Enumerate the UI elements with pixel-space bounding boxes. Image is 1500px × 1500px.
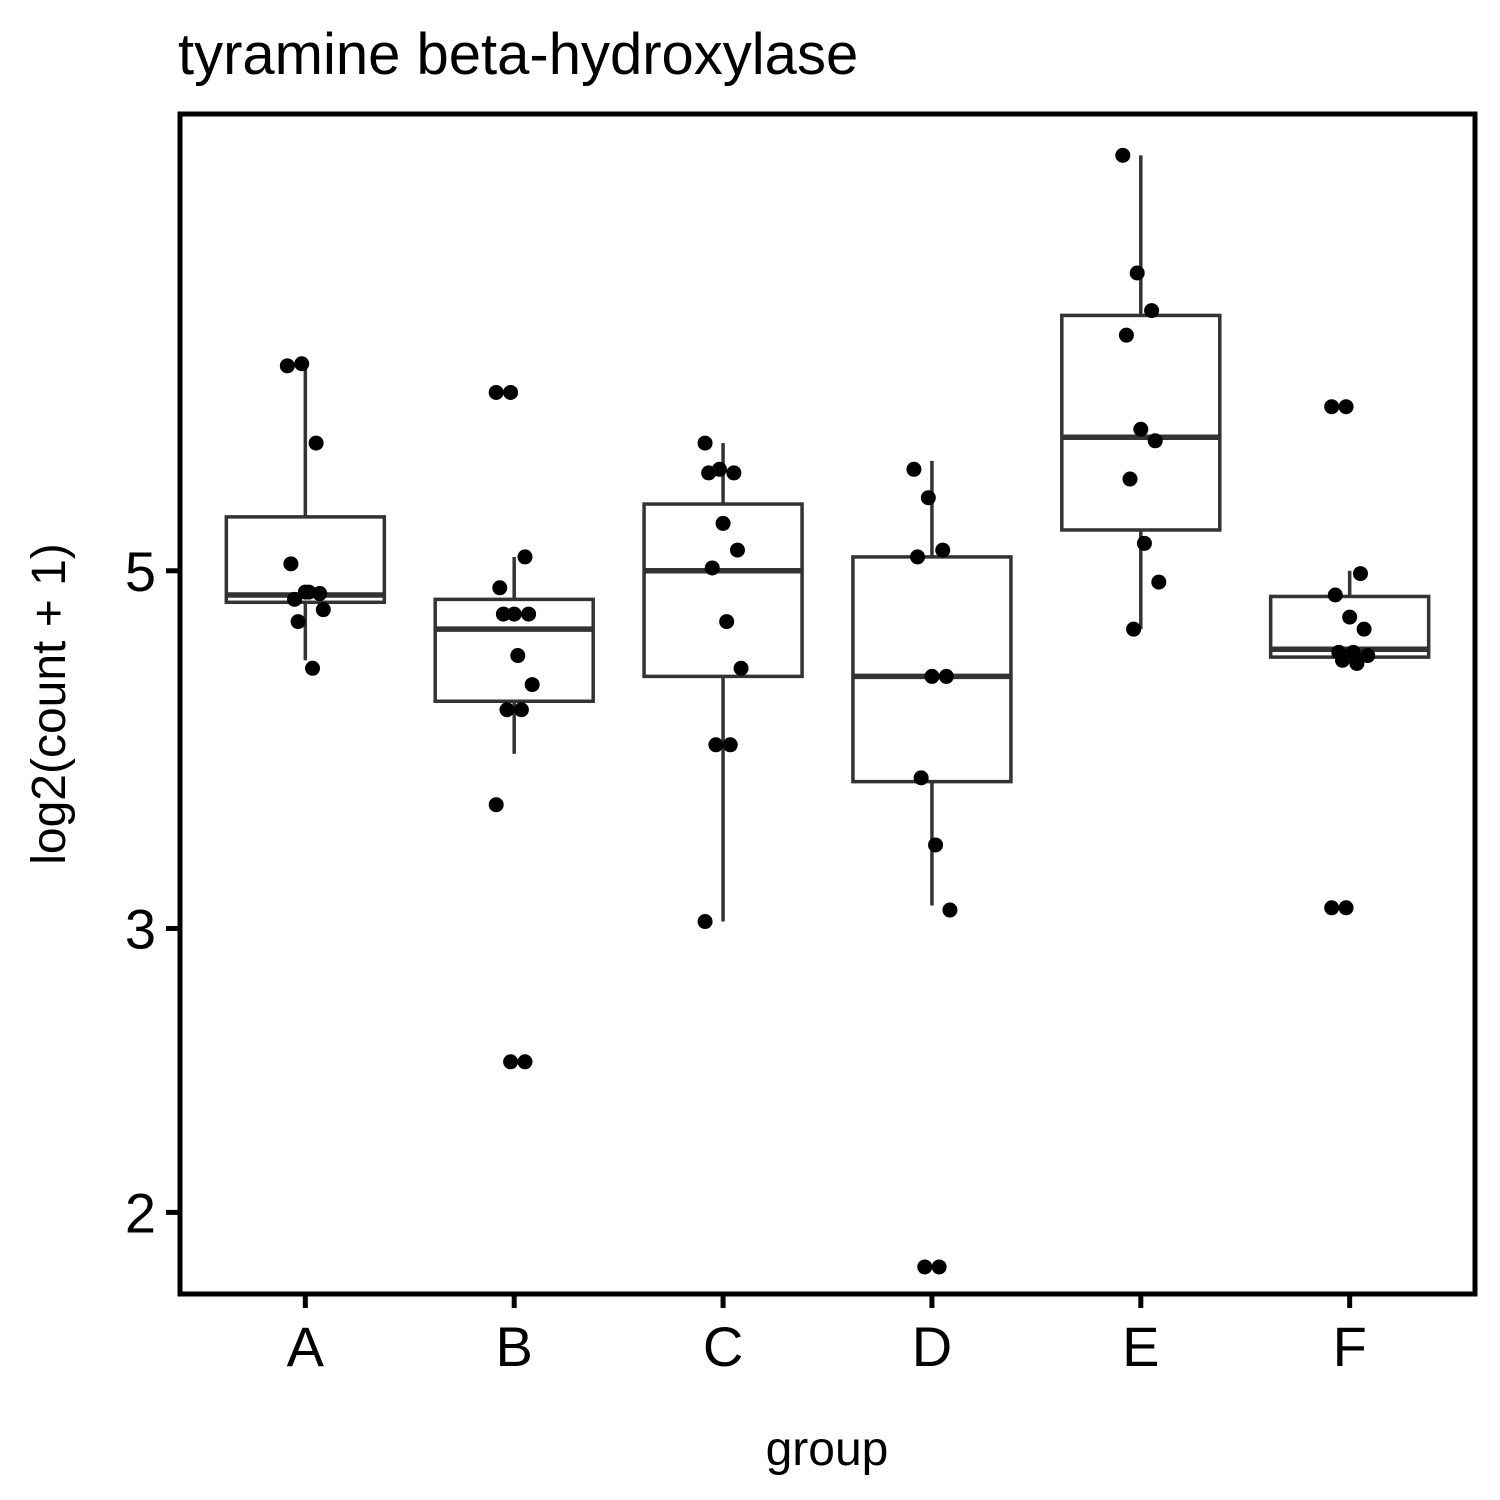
data-point-C — [697, 435, 713, 451]
data-point-D — [920, 490, 936, 506]
box-group-E — [1060, 155, 1222, 630]
data-point-C — [729, 542, 745, 558]
x-tick-label: B — [496, 1315, 533, 1378]
data-point-F — [1324, 399, 1340, 415]
data-point-C — [715, 515, 731, 531]
data-point-B — [495, 606, 511, 622]
data-point-B — [517, 1054, 533, 1070]
data-point-B — [521, 606, 537, 622]
data-point-F — [1342, 609, 1358, 625]
data-point-C — [733, 660, 749, 676]
data-point-D — [935, 542, 951, 558]
data-point-B — [510, 648, 526, 664]
data-point-D — [924, 668, 940, 684]
data-point-B — [499, 702, 515, 718]
data-point-D — [938, 668, 954, 684]
data-point-A — [290, 614, 306, 630]
data-point-E — [1129, 265, 1145, 281]
data-point-E — [1151, 574, 1167, 590]
data-point-D — [910, 549, 926, 565]
x-tick-label: C — [703, 1315, 743, 1378]
box-group-A — [224, 365, 387, 661]
data-point-A — [294, 356, 310, 372]
data-point-B — [524, 677, 540, 693]
y-tick-label: 5 — [125, 540, 156, 603]
data-point-A — [279, 358, 295, 374]
y-axis-title: log2(count + 1) — [23, 543, 76, 865]
data-point-D — [917, 1259, 933, 1275]
data-point-E — [1115, 147, 1131, 163]
data-point-A — [287, 591, 303, 607]
y-tick-label: 2 — [125, 1181, 156, 1244]
data-point-C — [726, 465, 742, 481]
data-point-A — [305, 660, 321, 676]
data-point-B — [513, 702, 529, 718]
data-point-B — [488, 384, 504, 400]
data-point-F — [1324, 900, 1340, 916]
plot-panel-border — [177, 111, 1478, 1297]
data-point-A — [283, 556, 299, 572]
data-point-C — [701, 465, 717, 481]
data-point-E — [1118, 327, 1134, 343]
data-point-D — [928, 837, 944, 853]
box-B — [433, 597, 595, 704]
chart-title: tyramine beta-hydroxylase — [178, 22, 858, 87]
data-point-C — [697, 914, 713, 930]
data-point-C — [708, 737, 724, 753]
box-C — [642, 502, 804, 679]
data-point-F — [1338, 900, 1354, 916]
data-point-F — [1334, 652, 1350, 668]
data-point-F — [1338, 399, 1354, 415]
data-point-E — [1144, 303, 1160, 319]
data-point-E — [1122, 471, 1138, 487]
data-point-C — [704, 560, 720, 576]
box-group-B — [433, 556, 595, 754]
x-tick-label: E — [1122, 1315, 1159, 1378]
data-point-C — [719, 614, 735, 630]
x-axis: A B C D E F — [287, 1294, 1367, 1378]
data-point-E — [1136, 535, 1152, 551]
data-point-F — [1349, 655, 1365, 671]
data-point-A — [315, 602, 331, 618]
data-point-A — [308, 435, 324, 451]
data-point-D — [906, 461, 922, 477]
x-tick-label: F — [1333, 1315, 1367, 1378]
data-point-C — [722, 737, 738, 753]
y-axis: 2 3 5 — [125, 540, 180, 1244]
data-point-D — [931, 1259, 947, 1275]
data-point-E — [1126, 621, 1142, 637]
data-point-B — [517, 549, 533, 565]
data-point-B — [492, 580, 508, 596]
data-point-F — [1327, 587, 1343, 603]
data-point-D — [913, 770, 929, 786]
data-point-D — [942, 902, 958, 918]
data-point-E — [1147, 433, 1163, 449]
data-point-B — [506, 606, 522, 622]
data-point-F — [1356, 621, 1372, 637]
x-tick-label: D — [912, 1315, 952, 1378]
data-point-F — [1360, 648, 1376, 664]
data-point-B — [503, 384, 519, 400]
y-tick-label: 3 — [125, 897, 156, 960]
x-axis-title: group — [766, 1423, 889, 1476]
data-point-F — [1352, 566, 1368, 582]
data-point-B — [488, 797, 504, 813]
box-group-C — [642, 443, 804, 922]
data-point-A — [301, 584, 317, 600]
data-point-E — [1133, 421, 1149, 437]
plot-area — [224, 147, 1431, 1275]
x-tick-label: A — [287, 1315, 325, 1378]
data-point-B — [503, 1054, 519, 1070]
